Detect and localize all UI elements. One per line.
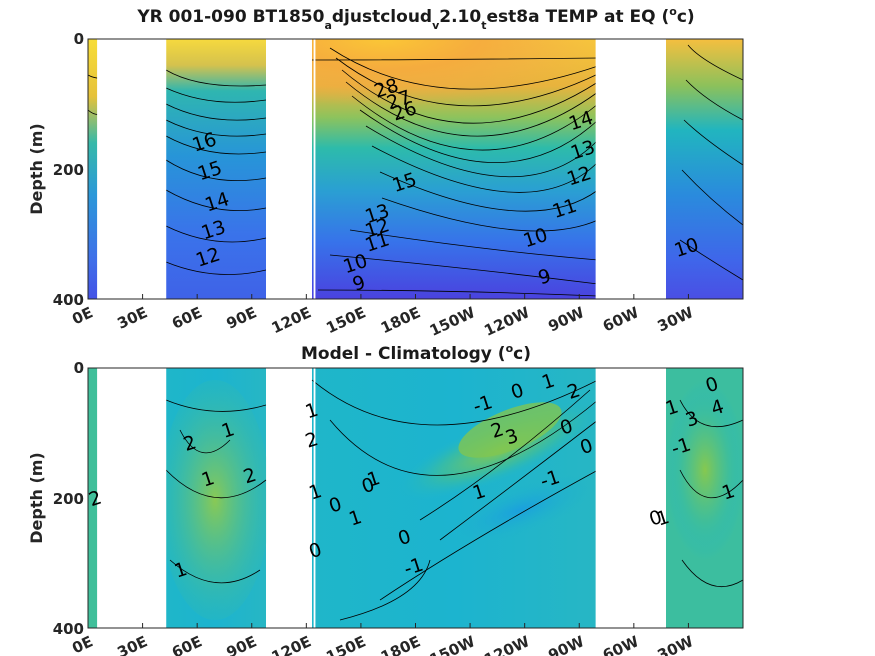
- x-tick-label: 30W: [655, 632, 697, 656]
- panel-2-title: Model - Climatology (oc): [301, 342, 531, 364]
- panel-2-ytick: 200: [53, 490, 84, 508]
- panel-2-contour-lines: [165, 379, 743, 621]
- panel-1-ytick: 400: [53, 291, 84, 309]
- x-tick-label: 150W: [427, 632, 478, 656]
- x-tick-label: 120E: [269, 632, 314, 656]
- panel-2: Model - Climatology (oc) Depth (m) 0 200: [27, 342, 744, 656]
- panel-1: YR 001-090 BT1850adjustcloudv2.10test8a …: [27, 5, 744, 340]
- x-tick-label: 120W: [481, 632, 532, 656]
- x-tick-label: 180E: [378, 632, 423, 656]
- panel-1-xticks: 0E 30E 60E 90E 120E 150E 180E 150W 120W 90W 60W 30W: [69, 294, 697, 340]
- land-gap: [313, 368, 316, 628]
- x-tick-label: 30E: [114, 632, 150, 656]
- diff-atlantic-east-warm: [665, 380, 743, 560]
- panel-1-ytick: 200: [53, 161, 84, 179]
- x-tick-label: 90E: [224, 303, 260, 332]
- x-tick-label: 60E: [169, 303, 205, 332]
- x-tick-label: 150W: [427, 303, 478, 340]
- x-tick-label: 90W: [545, 632, 587, 656]
- field-pacific-warmpool: [312, 39, 598, 129]
- panel-1-ytick: 0: [74, 30, 84, 48]
- land-gap: [595, 368, 629, 628]
- x-tick-label: 60E: [169, 632, 205, 656]
- x-tick-label: 90W: [545, 303, 587, 335]
- x-tick-label: 90E: [224, 632, 260, 656]
- x-tick-label: 120W: [481, 303, 532, 340]
- x-tick-label: 180E: [378, 303, 423, 337]
- panel-1-field: [88, 39, 743, 299]
- x-tick-label: 0E: [69, 632, 95, 656]
- land-gap: [266, 368, 303, 628]
- panel-2-yticks: 0 200 400: [53, 359, 84, 638]
- x-tick-label: 60W: [600, 632, 642, 656]
- panel-1-ylabel: Depth (m): [27, 123, 46, 215]
- x-tick-label: 30W: [655, 303, 697, 335]
- land-gap: [266, 39, 303, 299]
- land-gap: [97, 368, 167, 628]
- panel-1-title: YR 001-090 BT1850adjustcloudv2.10test8a …: [136, 5, 694, 32]
- x-tick-label: 30E: [114, 303, 150, 332]
- panel-1-contour-lines: [88, 44, 743, 297]
- x-tick-label: 150E: [323, 303, 368, 337]
- panel-2-field: [88, 368, 743, 628]
- panel-1-yticks: 0 200 400: [53, 30, 84, 309]
- panel-2-ytick: 400: [53, 620, 84, 638]
- land-gap: [595, 39, 629, 299]
- land-gap: [97, 39, 167, 299]
- land-gap: [313, 39, 316, 299]
- x-tick-label: 150E: [323, 632, 368, 656]
- x-tick-label: 120E: [269, 303, 314, 337]
- diff-pacific-warm-core: [458, 402, 562, 458]
- panel-2-ytick: 0: [74, 359, 84, 377]
- diff-indian-warm: [160, 380, 270, 620]
- panel-2-ylabel: Depth (m): [27, 452, 46, 544]
- x-tick-label: 60W: [600, 303, 642, 335]
